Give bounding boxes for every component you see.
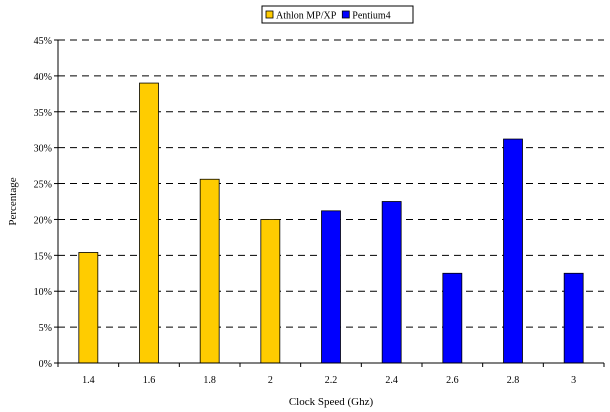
y-tick-label: 10% bbox=[34, 287, 52, 298]
x-tick-label: 3 bbox=[571, 375, 576, 386]
bar-pentium4-2.4 bbox=[381, 201, 402, 364]
y-tick-label: 20% bbox=[34, 215, 52, 226]
x-tick-label: 1.6 bbox=[143, 375, 156, 386]
y-tick-label: 25% bbox=[34, 180, 52, 191]
x-tick-label: 2.2 bbox=[325, 375, 338, 386]
bars bbox=[78, 82, 584, 364]
x-tick-label: 1.8 bbox=[203, 375, 216, 386]
axes bbox=[57, 40, 604, 364]
bar-pentium4-2.6 bbox=[442, 272, 463, 364]
x-tick-label: 1.4 bbox=[82, 375, 95, 386]
x-tick-label: 2.6 bbox=[446, 375, 459, 386]
x-tick-label: 2.8 bbox=[507, 375, 520, 386]
y-tick-label: 45% bbox=[34, 36, 52, 47]
legend: Athlon MP/XP Pentium4 bbox=[261, 5, 414, 24]
y-tick-label: 35% bbox=[34, 108, 52, 119]
x-tick-label: 2.4 bbox=[385, 375, 398, 386]
y-tick-label: 15% bbox=[34, 251, 52, 262]
legend-swatch bbox=[265, 10, 274, 19]
y-tick-label: 30% bbox=[34, 144, 52, 155]
y-tick-label: 40% bbox=[34, 72, 52, 83]
legend-swatch bbox=[341, 10, 350, 19]
bar-athlon-mp-xp-1.4 bbox=[78, 252, 99, 364]
bar-athlon-mp-xp-1.8 bbox=[199, 178, 220, 364]
bar-athlon-mp-xp-2 bbox=[260, 219, 281, 364]
y-tick-label: 5% bbox=[39, 323, 52, 334]
x-tick-label: 2 bbox=[268, 375, 273, 386]
y-tick-labels: 0% 5% 10% 15% 20% 25% 30% 35% 40% 45% bbox=[34, 36, 58, 370]
bar-pentium4-2.8 bbox=[503, 138, 523, 364]
bar-pentium4-3 bbox=[563, 272, 584, 364]
x-tick-labels: 1.4 1.6 1.8 2 2.2 2.4 2.6 2.8 3 bbox=[57, 363, 605, 386]
legend-box bbox=[261, 5, 414, 24]
x-axis-label: Clock Speed (Ghz) bbox=[289, 396, 374, 408]
legend-label: Athlon MP/XP bbox=[276, 11, 337, 22]
y-tick-label: 0% bbox=[39, 359, 52, 370]
bar-athlon-mp-xp-1.6 bbox=[139, 82, 159, 364]
y-axis-label: Percentage bbox=[7, 177, 19, 225]
bar-pentium4-2.2 bbox=[321, 210, 341, 364]
legend-label: Pentium4 bbox=[352, 11, 390, 22]
